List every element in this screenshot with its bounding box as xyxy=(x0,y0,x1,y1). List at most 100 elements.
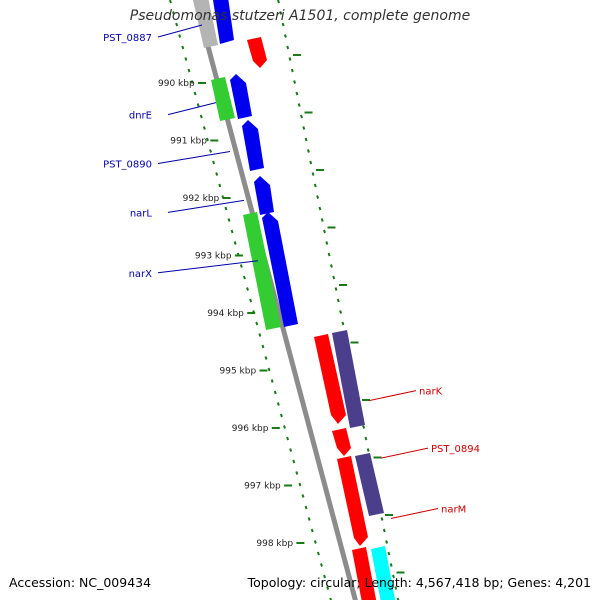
tick-mark xyxy=(323,574,327,579)
tick-mark xyxy=(273,390,277,395)
tick-mark xyxy=(292,459,296,464)
leader-line xyxy=(157,24,203,38)
leader-line xyxy=(390,508,439,519)
tick-mark xyxy=(309,160,313,165)
tick-mark xyxy=(215,172,219,176)
tick-mark xyxy=(202,126,206,130)
outer-tick-track xyxy=(169,0,332,600)
tick-mark xyxy=(218,183,222,188)
gene-labels: PST_0887 dnrE PST_0890 narL narX narK PST_0894… xyxy=(103,24,480,519)
tick-mark xyxy=(327,252,331,257)
gene-label-reverse: narM xyxy=(441,505,466,516)
tick-mark xyxy=(298,482,302,487)
tick-mark xyxy=(316,551,320,556)
feature-nark-partner xyxy=(332,330,365,428)
kbp-scale: 990 kbp 991 kbp 992 kbp 993 kbp 994 kbp 995 k… xyxy=(158,79,305,549)
tick-mark xyxy=(286,45,290,50)
tick-mark xyxy=(169,0,172,4)
tick-mark xyxy=(364,436,368,441)
accession-text: Accession: NC_009434 xyxy=(9,575,152,590)
tick-mark xyxy=(380,517,384,521)
tick-mark xyxy=(281,22,285,27)
tick-mark xyxy=(212,160,216,165)
tick-mark xyxy=(267,367,271,372)
tick-mark xyxy=(323,229,326,234)
tick-mark xyxy=(187,68,191,73)
tick-mark xyxy=(295,91,299,96)
tick-mark xyxy=(288,57,292,61)
inner-tick-track xyxy=(277,0,405,600)
feature-grey-forward xyxy=(193,0,218,48)
tick-mark xyxy=(310,528,314,533)
tick-mark xyxy=(283,425,286,429)
tick-mark xyxy=(394,586,398,590)
tick-mark xyxy=(246,287,249,291)
tick-mark xyxy=(301,494,305,498)
tick-mark xyxy=(295,471,299,475)
tick-mark xyxy=(172,11,175,15)
kbp-label: 994 kbp xyxy=(207,309,244,319)
tick-mark xyxy=(320,218,324,222)
tick-mark xyxy=(175,22,179,27)
map-title: Pseudomonas stutzeri A1501, complete gen… xyxy=(129,8,471,24)
tick-mark xyxy=(311,172,315,176)
gene-label-reverse: narK xyxy=(419,387,443,398)
kbp-label: 997 kbp xyxy=(244,482,281,492)
tick-mark xyxy=(239,264,243,268)
tick-mark xyxy=(339,310,343,314)
kbp-label: 992 kbp xyxy=(183,194,220,204)
tick-mark xyxy=(306,149,310,153)
tick-mark xyxy=(304,505,308,510)
tick-mark xyxy=(326,586,330,590)
tick-mark xyxy=(389,563,393,567)
tick-mark xyxy=(304,137,308,142)
leader-line xyxy=(167,102,217,116)
kbp-label: 993 kbp xyxy=(195,252,232,262)
gene-label-forward: narL xyxy=(130,208,153,219)
tick-mark xyxy=(318,206,322,211)
tick-mark xyxy=(193,91,197,96)
tick-mark xyxy=(261,344,265,349)
tick-mark xyxy=(366,448,370,452)
leader-line xyxy=(157,260,259,274)
tick-mark xyxy=(385,540,389,544)
gene-label-forward: dnrE xyxy=(129,111,152,122)
feature-narx-gene xyxy=(262,212,298,327)
tick-mark xyxy=(277,0,280,4)
tick-mark xyxy=(392,574,395,579)
tick-mark xyxy=(297,103,301,107)
tick-mark xyxy=(362,425,366,429)
tick-mark xyxy=(258,333,262,337)
tick-mark xyxy=(325,241,329,245)
tick-mark xyxy=(302,126,306,130)
tick-mark xyxy=(332,275,336,280)
leader-line xyxy=(157,151,231,164)
tick-mark xyxy=(387,551,391,556)
tick-mark xyxy=(276,402,280,406)
kbp-label: 996 kbp xyxy=(232,424,269,434)
tick-mark xyxy=(270,379,274,383)
kbp-label: 990 kbp xyxy=(158,79,195,89)
tick-mark xyxy=(329,264,333,268)
leader-line xyxy=(368,390,417,402)
tick-mark xyxy=(286,436,290,441)
tick-mark xyxy=(336,298,340,303)
tick-mark xyxy=(233,241,237,245)
feature-narm-gene xyxy=(337,456,368,546)
gene-label-forward: narX xyxy=(129,269,153,280)
tick-mark xyxy=(178,34,182,38)
tick-mark xyxy=(249,298,253,303)
tick-mark xyxy=(190,80,194,84)
gene-label-forward: PST_0887 xyxy=(103,33,152,44)
tick-mark xyxy=(209,149,212,153)
tick-mark xyxy=(341,321,345,326)
feature-red-lower xyxy=(352,547,377,600)
tick-mark xyxy=(184,57,188,61)
tick-mark xyxy=(293,80,297,84)
tick-mark xyxy=(264,356,268,360)
tick-mark xyxy=(283,34,287,38)
kbp-label: 991 kbp xyxy=(170,137,207,147)
tick-mark xyxy=(205,137,209,142)
feature-nark-gene xyxy=(314,334,346,424)
